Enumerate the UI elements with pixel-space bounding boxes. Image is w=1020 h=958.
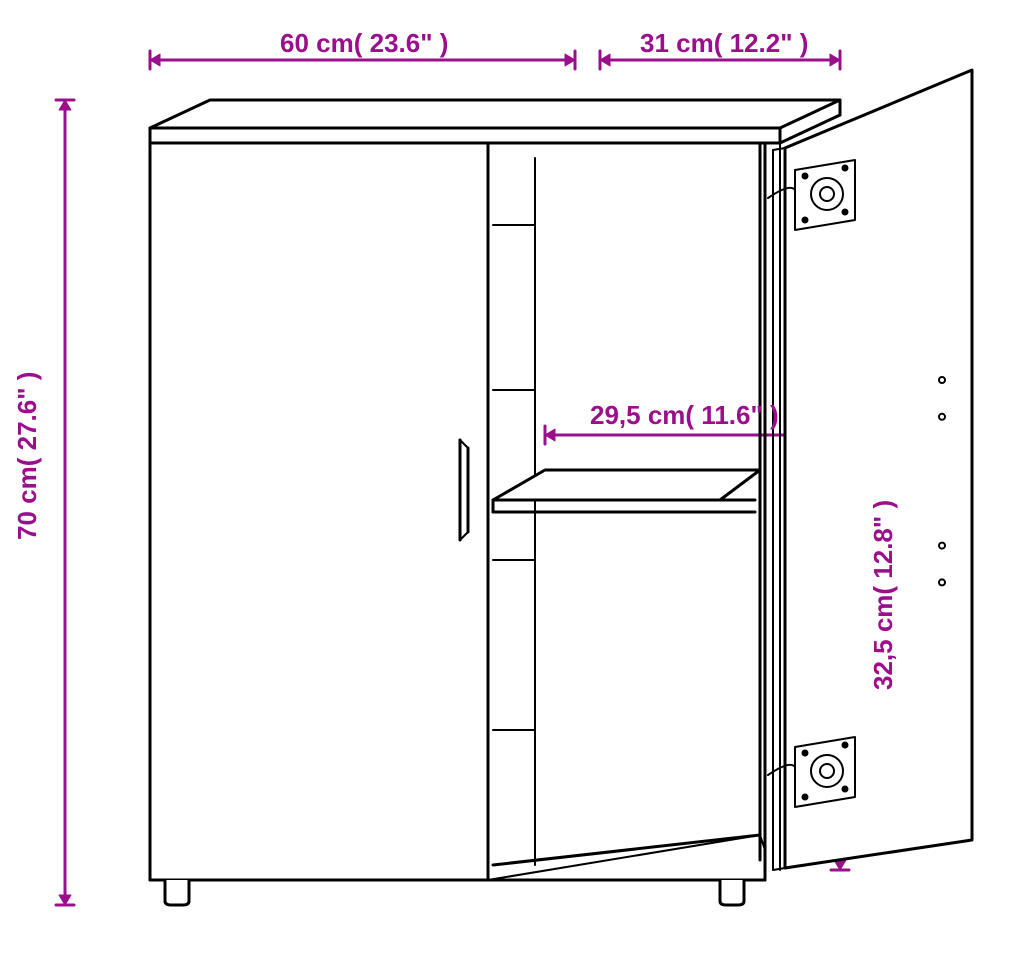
dim-shelf-height-label: 32,5 cm( 12.8" ) [868,500,899,690]
dim-width-label: 60 cm( 23.6" ) [280,28,448,59]
dim-depth-label: 31 cm( 12.2" ) [640,28,808,59]
dim-height-label: 70 cm( 27.6" ) [12,372,43,540]
dim-shelf-depth-label: 29,5 cm( 11.6" ) [590,400,779,431]
cabinet-diagram [0,0,1020,958]
